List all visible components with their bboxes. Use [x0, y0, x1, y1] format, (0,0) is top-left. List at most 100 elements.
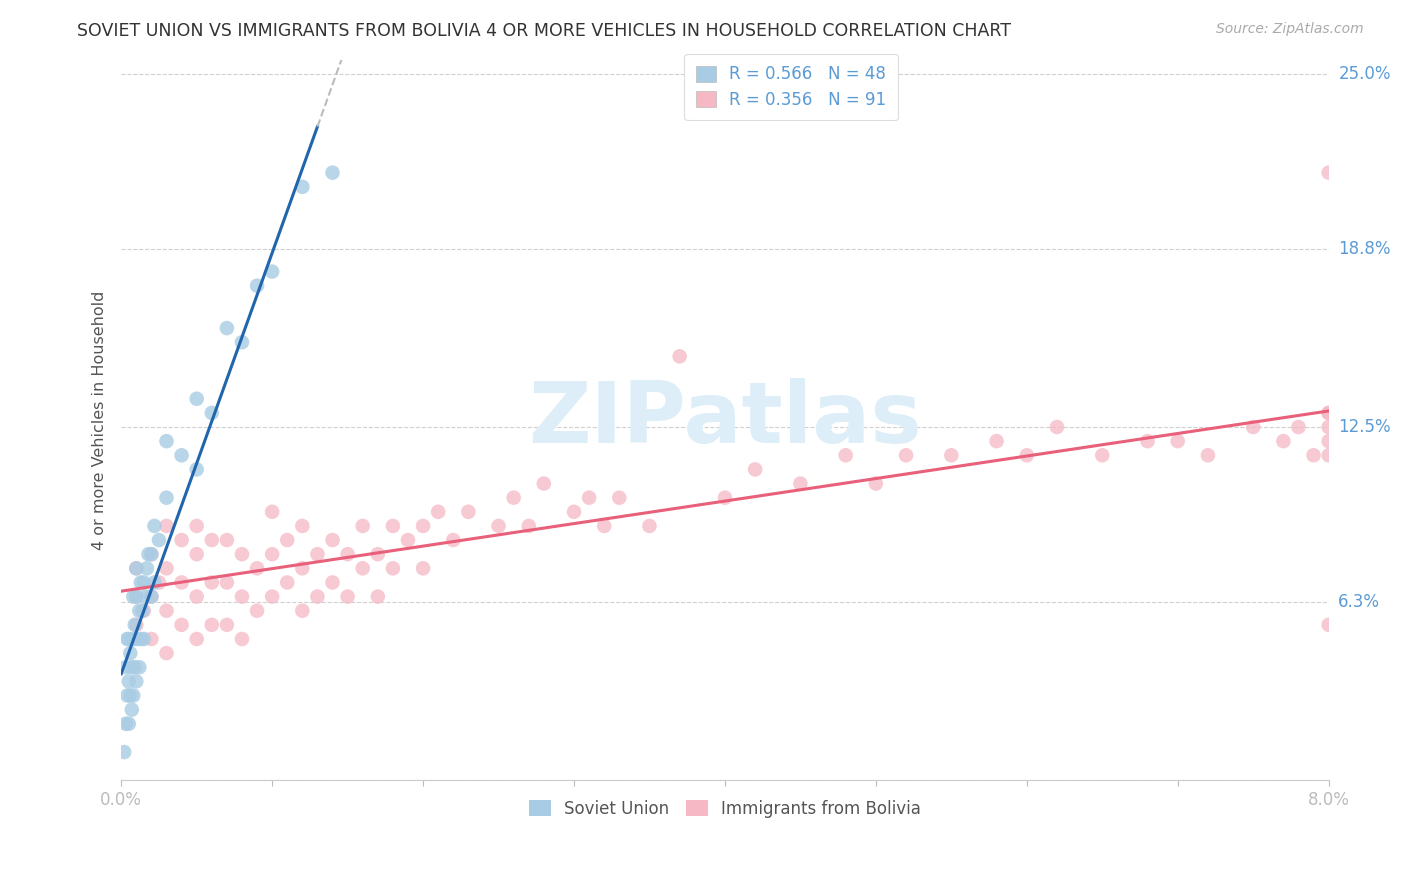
Point	[744, 462, 766, 476]
Point	[1167, 434, 1189, 449]
Point	[155, 519, 177, 533]
Point	[135, 561, 157, 575]
Point	[124, 660, 146, 674]
Point	[1046, 420, 1069, 434]
Point	[215, 533, 238, 547]
Point	[262, 505, 284, 519]
Point	[132, 604, 155, 618]
Point	[231, 547, 253, 561]
Point	[155, 561, 177, 575]
Point	[276, 533, 298, 547]
Point	[122, 689, 145, 703]
Point	[668, 350, 690, 364]
Point	[1302, 448, 1324, 462]
Point	[336, 547, 359, 561]
Point	[246, 604, 269, 618]
Point	[155, 434, 177, 449]
Point	[578, 491, 600, 505]
Point	[118, 674, 141, 689]
Point	[186, 547, 208, 561]
Text: Source: ZipAtlas.com: Source: ZipAtlas.com	[1216, 22, 1364, 37]
Point	[128, 604, 150, 618]
Point	[155, 604, 177, 618]
Point	[517, 519, 540, 533]
Point	[155, 646, 177, 660]
Point	[291, 604, 314, 618]
Point	[412, 519, 434, 533]
Point	[143, 519, 166, 533]
Point	[502, 491, 524, 505]
Point	[231, 590, 253, 604]
Point	[1317, 434, 1340, 449]
Point	[381, 561, 404, 575]
Point	[186, 392, 208, 406]
Point	[427, 505, 450, 519]
Point	[1317, 406, 1340, 420]
Point	[789, 476, 811, 491]
Point	[322, 166, 344, 180]
Point	[1317, 618, 1340, 632]
Point	[141, 547, 163, 561]
Point	[941, 448, 963, 462]
Point	[141, 590, 163, 604]
Point	[246, 278, 269, 293]
Point	[186, 632, 208, 646]
Point	[155, 491, 177, 505]
Point	[441, 533, 464, 547]
Point	[148, 575, 170, 590]
Point	[307, 547, 329, 561]
Point	[1288, 420, 1310, 434]
Point	[1317, 406, 1340, 420]
Point	[262, 590, 284, 604]
Point	[336, 590, 359, 604]
Point	[1241, 420, 1264, 434]
Point	[125, 632, 148, 646]
Point	[125, 590, 148, 604]
Point	[1317, 420, 1340, 434]
Point	[125, 674, 148, 689]
Point	[533, 476, 555, 491]
Point	[488, 519, 510, 533]
Point	[201, 575, 224, 590]
Point	[638, 519, 661, 533]
Point	[412, 561, 434, 575]
Point	[262, 547, 284, 561]
Point	[457, 505, 479, 519]
Point	[141, 632, 163, 646]
Point	[143, 575, 166, 590]
Point	[231, 632, 253, 646]
Point	[1091, 448, 1114, 462]
Point	[367, 547, 389, 561]
Point	[120, 689, 142, 703]
Point	[1197, 448, 1219, 462]
Point	[170, 533, 193, 547]
Text: ZIPatlas: ZIPatlas	[529, 378, 922, 461]
Point	[215, 618, 238, 632]
Point	[367, 590, 389, 604]
Text: SOVIET UNION VS IMMIGRANTS FROM BOLIVIA 4 OR MORE VEHICLES IN HOUSEHOLD CORRELAT: SOVIET UNION VS IMMIGRANTS FROM BOLIVIA …	[77, 22, 1011, 40]
Point	[138, 547, 160, 561]
Point	[834, 448, 856, 462]
Point	[186, 590, 208, 604]
Point	[201, 618, 224, 632]
Point	[607, 491, 630, 505]
Point	[1272, 434, 1295, 449]
Legend: Soviet Union, Immigrants from Bolivia: Soviet Union, Immigrants from Bolivia	[520, 791, 929, 826]
Point	[276, 575, 298, 590]
Point	[262, 264, 284, 278]
Point	[231, 335, 253, 350]
Point	[215, 575, 238, 590]
Point	[141, 547, 163, 561]
Point	[114, 716, 136, 731]
Point	[125, 561, 148, 575]
Point	[215, 321, 238, 335]
Point	[352, 519, 374, 533]
Point	[129, 632, 152, 646]
Point	[170, 575, 193, 590]
Point	[118, 632, 141, 646]
Point	[129, 575, 152, 590]
Point	[1317, 448, 1340, 462]
Point	[1317, 166, 1340, 180]
Point	[148, 533, 170, 547]
Point	[322, 533, 344, 547]
